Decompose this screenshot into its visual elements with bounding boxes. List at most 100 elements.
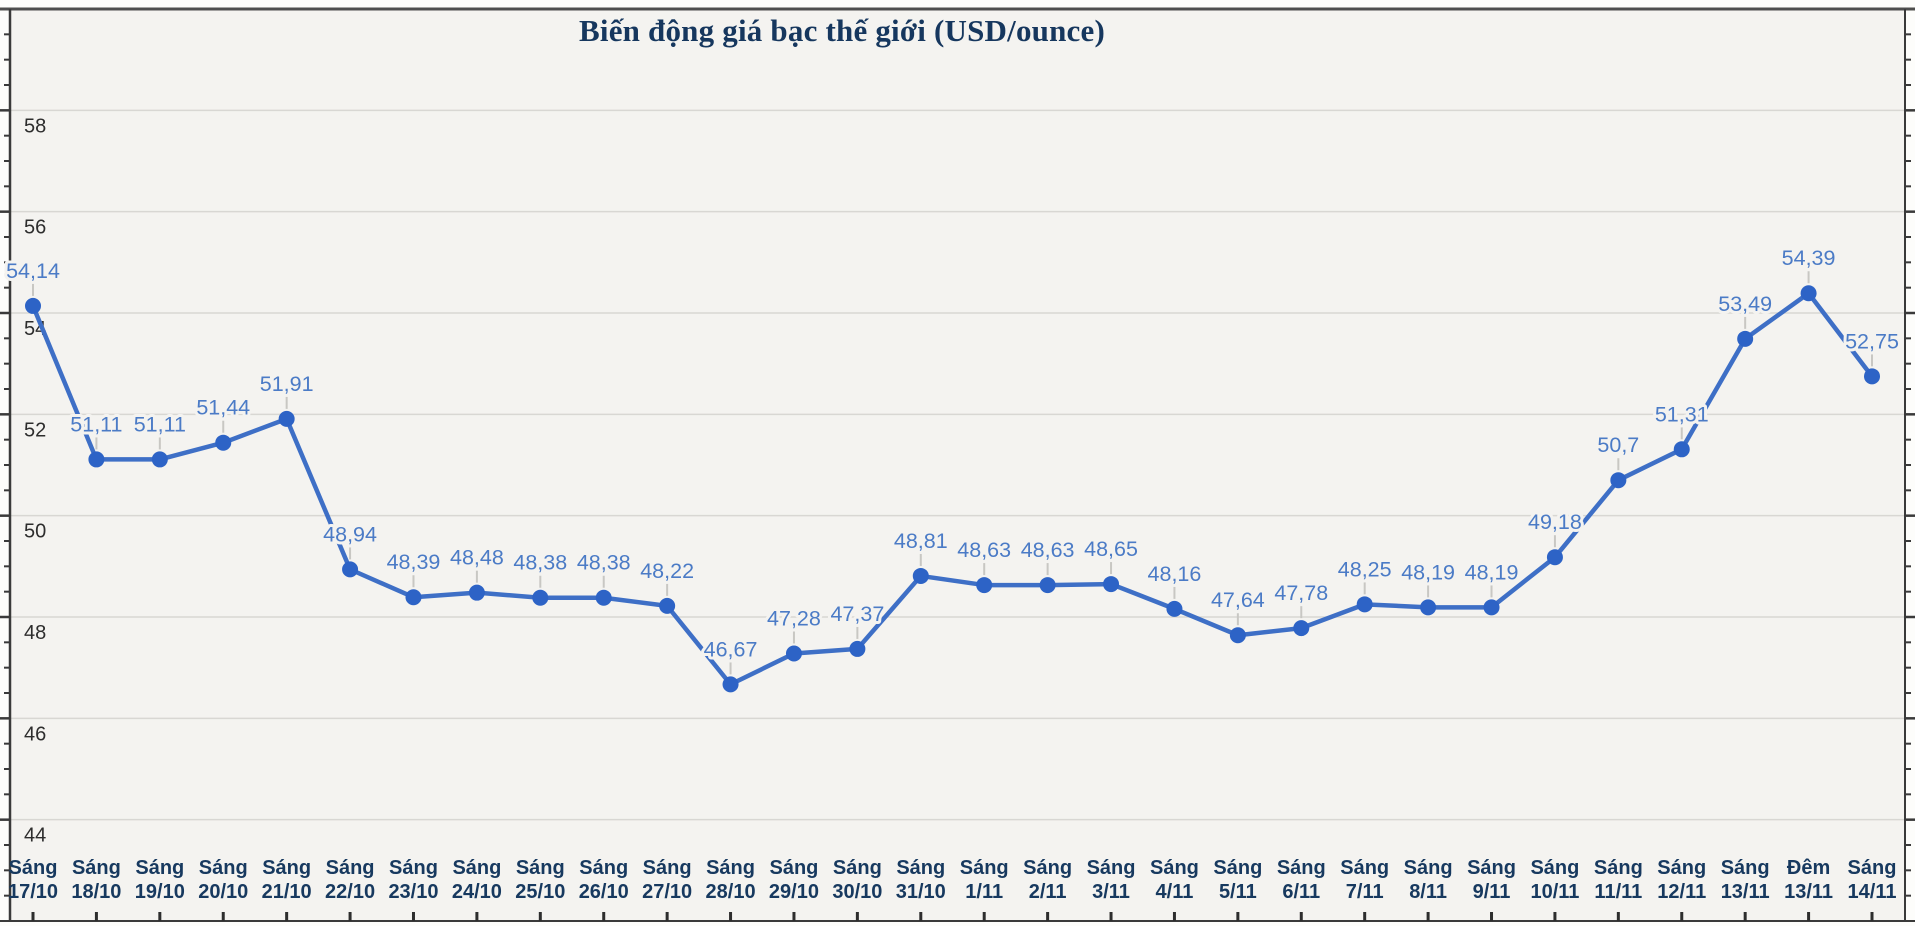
- label-leader-lines: [32, 271, 1873, 675]
- data-label: 48,63: [1021, 538, 1075, 562]
- x-tick-label: Sáng 8/11: [1404, 857, 1453, 903]
- x-tick-label: Sáng 7/11: [1340, 857, 1389, 903]
- x-tick-label: Sáng 3/11: [1087, 857, 1136, 903]
- x-tick-label: Sáng 20/10: [198, 857, 248, 903]
- data-point-marker: [1293, 620, 1310, 637]
- x-tick-label: Sáng 28/10: [706, 857, 756, 903]
- data-label: 47,64: [1211, 588, 1265, 612]
- y-tick-label: 56: [24, 217, 46, 239]
- data-label: 47,37: [830, 602, 884, 626]
- data-label: 48,94: [323, 522, 377, 546]
- data-label: 48,39: [387, 550, 441, 574]
- data-label: 54,14: [6, 259, 60, 283]
- x-axis-ticks: [31, 912, 1874, 921]
- x-tick-label: Sáng 6/11: [1277, 857, 1326, 903]
- data-label: 51,91: [260, 372, 314, 396]
- data-label: 50,7: [1597, 433, 1639, 457]
- data-point-marker: [1103, 576, 1120, 593]
- x-tick-label: Sáng 13/11: [1721, 857, 1770, 903]
- data-point-marker: [278, 410, 295, 427]
- data-label: 48,65: [1084, 537, 1138, 561]
- data-label: 52,75: [1845, 329, 1899, 353]
- y-tick-label: 50: [24, 521, 46, 543]
- x-tick-label: Sáng 5/11: [1213, 857, 1262, 903]
- data-label: 48,19: [1401, 560, 1455, 584]
- data-label: 48,25: [1338, 557, 1392, 581]
- data-point-marker: [1166, 600, 1183, 617]
- x-tick-label: Sáng 23/10: [388, 857, 438, 903]
- data-label: 48,19: [1465, 560, 1519, 584]
- data-point-marker: [1420, 599, 1437, 616]
- data-label: 47,28: [767, 606, 821, 630]
- x-tick-label: Sáng 24/10: [452, 857, 502, 903]
- y-axis-ticks: [0, 33, 1915, 897]
- data-label: 48,81: [894, 529, 948, 553]
- data-point-marker: [468, 584, 485, 601]
- data-label: 54,39: [1782, 246, 1836, 270]
- data-label: 51,44: [196, 396, 250, 420]
- x-tick-label: Sáng 22/10: [325, 857, 375, 903]
- data-point-marker: [1673, 441, 1690, 458]
- x-tick-label: Sáng 26/10: [579, 857, 629, 903]
- data-point-marker: [785, 645, 802, 662]
- data-labels: 54,14 51,11 51,11 51,44 51,91 48,94 48,39 48,48…: [3, 243, 1902, 664]
- data-point-marker: [532, 589, 549, 606]
- data-point-marker: [912, 567, 929, 584]
- x-tick-label: Sáng 14/11: [1848, 857, 1897, 903]
- data-point-marker: [1356, 596, 1373, 613]
- x-tick-label: Sáng 12/11: [1657, 857, 1706, 903]
- data-point-marker: [215, 434, 232, 451]
- x-tick-label: Sáng 29/10: [769, 857, 819, 903]
- data-label: 51,11: [134, 412, 186, 436]
- data-label: 48,48: [450, 546, 504, 570]
- data-point-marker: [1483, 599, 1500, 616]
- data-label: 49,18: [1528, 510, 1582, 534]
- data-label: 47,78: [1274, 581, 1328, 605]
- data-point-marker: [1737, 330, 1754, 347]
- data-point-marker: [88, 451, 105, 468]
- x-tick-label: Sáng 21/10: [262, 857, 312, 903]
- x-tick-label: Sáng 10/11: [1530, 857, 1579, 903]
- data-label: 51,11: [70, 412, 122, 436]
- data-label: 46,67: [704, 637, 758, 661]
- y-tick-label: 52: [24, 419, 46, 441]
- data-point-marker: [405, 589, 422, 606]
- data-point-marker: [722, 676, 739, 693]
- y-tick-label: 46: [24, 723, 46, 745]
- x-tick-label: Sáng 19/10: [135, 857, 185, 903]
- x-tick-label: Sáng 17/10: [8, 857, 58, 903]
- data-point-marker: [1610, 472, 1627, 489]
- y-tick-label: 44: [24, 825, 46, 847]
- data-point-marker: [659, 597, 676, 614]
- data-point-marker: [1800, 285, 1817, 302]
- data-point-marker: [849, 640, 866, 657]
- y-tick-label: 48: [24, 622, 46, 644]
- data-point-marker: [595, 589, 612, 606]
- x-tick-label: Sáng 25/10: [515, 857, 565, 903]
- data-label: 48,38: [577, 551, 631, 575]
- data-label: 48,63: [957, 538, 1011, 562]
- x-tick-label: Sáng 27/10: [642, 857, 692, 903]
- data-label: 53,49: [1718, 292, 1772, 316]
- x-axis-labels: Sáng 17/10 Sáng 18/10 Sáng 19/10 Sáng 20/10 Sáng…: [8, 857, 1897, 903]
- plot-area: [10, 9, 1905, 921]
- data-points: [25, 285, 1880, 693]
- series-line: [30, 290, 1875, 687]
- data-point-marker: [151, 451, 168, 468]
- chart-title: Biến động giá bạc thế giới (USD/ounce): [579, 13, 1105, 48]
- x-tick-label: Sáng 30/10: [832, 857, 882, 903]
- x-tick-label: Đêm 13/11: [1784, 857, 1833, 903]
- data-point-marker: [1039, 577, 1056, 594]
- data-label: 51,31: [1655, 402, 1709, 426]
- data-point-marker: [1229, 627, 1246, 644]
- x-tick-label: Sáng 11/11: [1594, 857, 1643, 903]
- x-tick-label: Sáng 31/10: [896, 857, 946, 903]
- data-point-marker: [25, 297, 41, 314]
- x-tick-label: Sáng 1/11: [960, 857, 1009, 903]
- y-tick-label: 58: [24, 115, 46, 137]
- x-tick-label: Sáng 2/11: [1023, 857, 1072, 903]
- x-tick-label: Sáng 4/11: [1150, 857, 1199, 903]
